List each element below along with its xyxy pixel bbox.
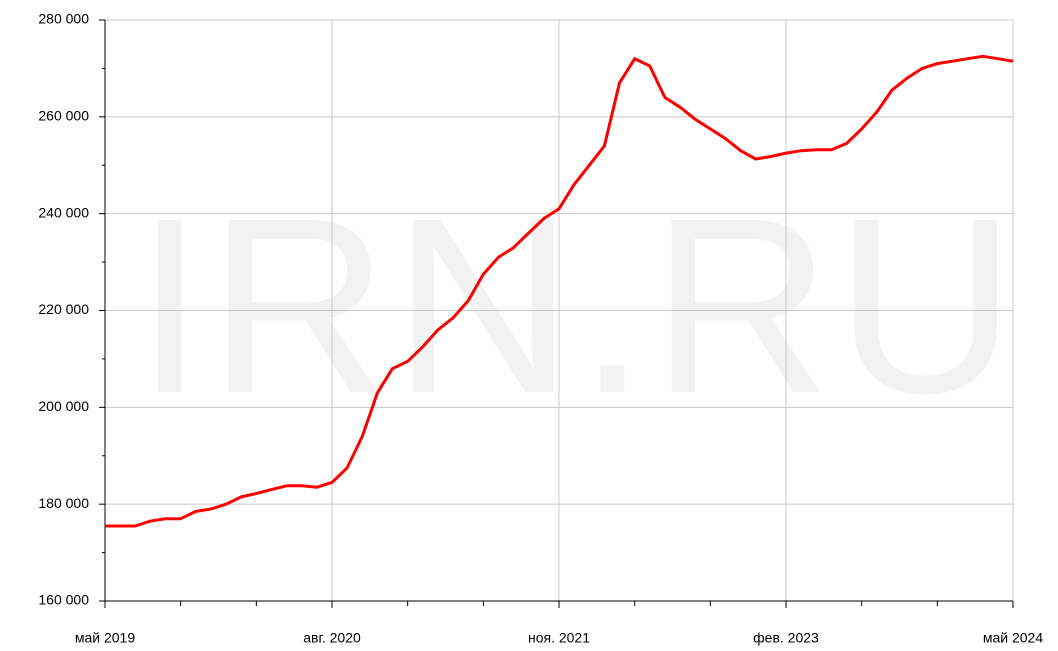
y-tick-label: 160 000 [38, 592, 89, 608]
x-tick-label: фев. 2023 [753, 630, 819, 646]
y-tick-label: 240 000 [38, 204, 89, 220]
y-tick-label: 220 000 [38, 301, 89, 317]
watermark: IRN.RU [135, 166, 1020, 445]
data-line [105, 54, 1014, 528]
x-tick-label: май 2024 [983, 630, 1043, 646]
x-tick-label: май 2019 [75, 630, 135, 646]
x-tick-label: авг. 2020 [303, 630, 361, 646]
x-tick-label: ноя. 2021 [528, 630, 590, 646]
y-tick-label: 180 000 [38, 495, 89, 511]
y-tick-label: 200 000 [38, 398, 89, 414]
y-tick-label: 260 000 [38, 108, 89, 124]
y-tick-label: 280 000 [38, 11, 89, 27]
